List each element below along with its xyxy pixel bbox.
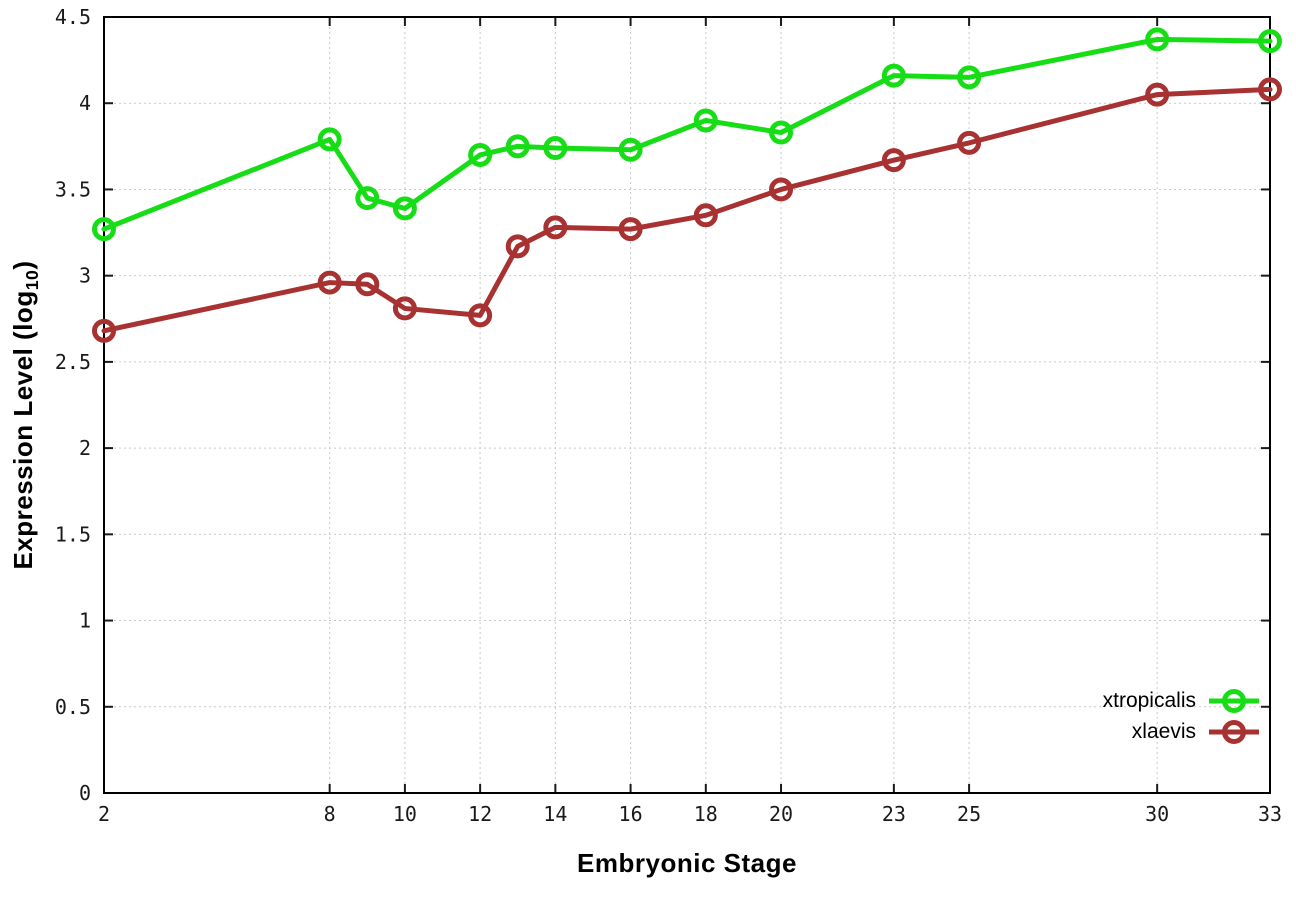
svg-text:0: 0 [79, 781, 91, 805]
svg-text:23: 23 [882, 802, 906, 826]
legend-item-xtropicalis: xtropicalis [1103, 687, 1260, 715]
svg-text:33: 33 [1258, 802, 1282, 826]
svg-text:1.5: 1.5 [55, 522, 91, 546]
y-axis-title: Expression Level (log10) [6, 115, 43, 715]
svg-text:10: 10 [393, 802, 417, 826]
svg-text:3.5: 3.5 [55, 177, 91, 201]
svg-text:12: 12 [468, 802, 492, 826]
legend-marker-xtropicalis [1209, 689, 1259, 713]
svg-text:4.5: 4.5 [55, 5, 91, 29]
svg-text:14: 14 [543, 802, 567, 826]
svg-text:8: 8 [324, 802, 336, 826]
legend: xtropicalis xlaevis [1103, 687, 1260, 746]
svg-text:2.5: 2.5 [55, 350, 91, 374]
svg-text:2: 2 [79, 436, 91, 460]
svg-text:2: 2 [98, 802, 110, 826]
y-axis-title-subscript: 10 [22, 269, 43, 291]
legend-label-xtropicalis: xtropicalis [1102, 689, 1196, 712]
svg-text:20: 20 [769, 802, 793, 826]
svg-text:0.5: 0.5 [55, 695, 91, 719]
svg-text:1: 1 [79, 609, 91, 633]
svg-text:30: 30 [1145, 802, 1169, 826]
legend-marker-xlaevis [1209, 720, 1259, 744]
svg-text:25: 25 [957, 802, 981, 826]
svg-text:16: 16 [619, 802, 643, 826]
svg-text:4: 4 [79, 91, 91, 115]
svg-text:3: 3 [79, 264, 91, 288]
y-axis-title-main: Expression Level (log [8, 290, 38, 570]
svg-text:18: 18 [694, 802, 718, 826]
legend-item-xlaevis: xlaevis [1132, 718, 1260, 746]
legend-label-xlaevis: xlaevis [1131, 720, 1196, 743]
y-axis-title-close: ) [8, 260, 38, 270]
x-axis-title: Embryonic Stage [577, 848, 797, 878]
